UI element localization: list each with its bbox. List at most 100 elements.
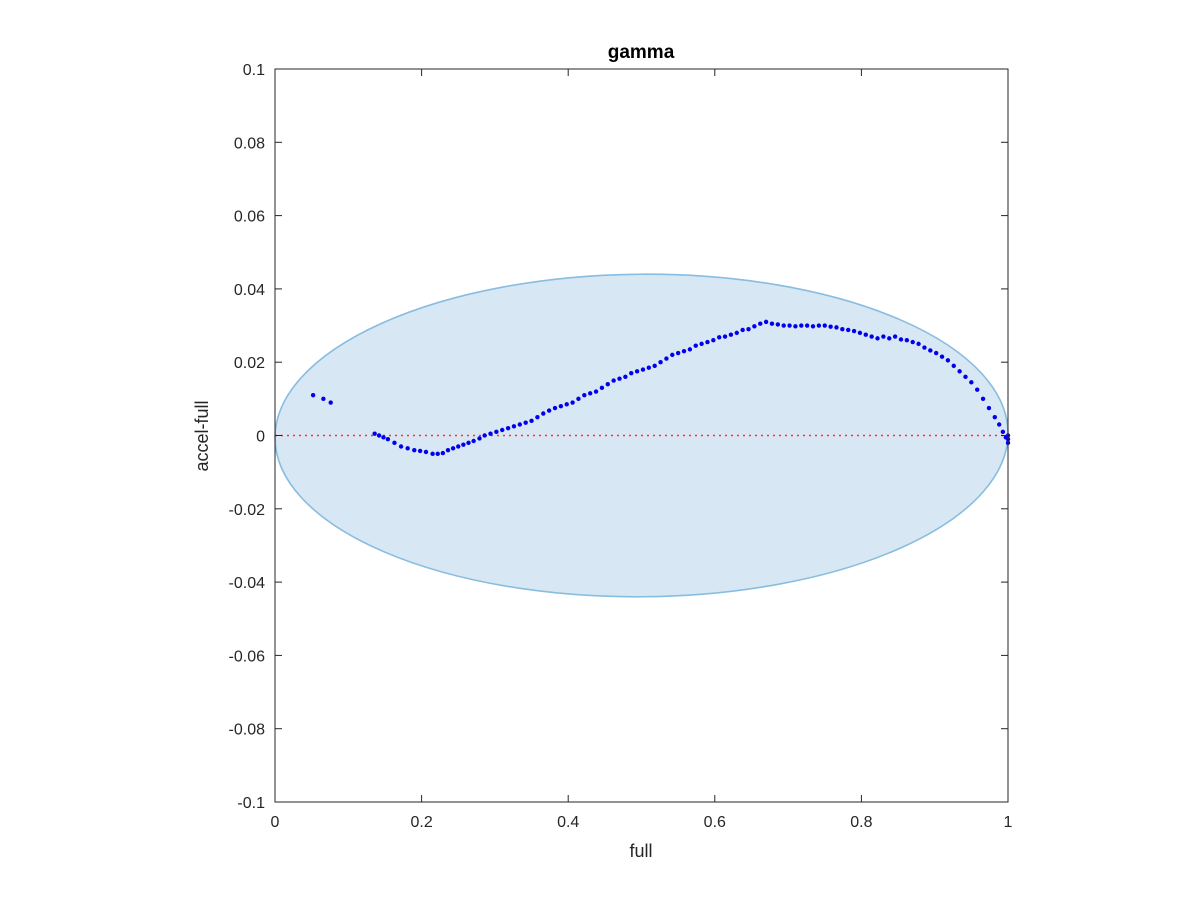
- y-tick-label: -0.02: [229, 502, 266, 519]
- data-point: [623, 374, 628, 380]
- data-point: [587, 391, 593, 396]
- data-point: [857, 330, 863, 336]
- data-point: [834, 325, 839, 330]
- data-point: [863, 332, 868, 337]
- data-point: [617, 376, 622, 381]
- data-point: [928, 348, 933, 353]
- y-tick-label: 0.08: [234, 135, 265, 152]
- data-point: [1000, 429, 1006, 435]
- data-point: [634, 369, 640, 374]
- data-point: [541, 411, 546, 416]
- data-point: [997, 422, 1002, 427]
- y-tick-label: 0.04: [234, 282, 265, 299]
- data-point: [517, 422, 523, 427]
- data-point: [412, 447, 417, 453]
- data-point: [477, 436, 482, 441]
- data-point: [969, 380, 974, 385]
- data-point: [716, 335, 722, 340]
- data-point: [951, 363, 956, 369]
- data-point: [787, 323, 792, 328]
- data-point: [471, 438, 476, 444]
- axes: 0 0.2 0.4 0.6 0.8 1 -0.1 -0.08 -0.06 -0.04 -0.02 0 0…: [229, 62, 1013, 831]
- x-tick-label: 1: [1004, 814, 1013, 831]
- data-point: [799, 323, 804, 328]
- data-point: [693, 343, 698, 348]
- data-point: [933, 350, 939, 356]
- data-point: [681, 349, 687, 354]
- data-point: [466, 440, 471, 446]
- data-point: [675, 350, 681, 356]
- data-point: [456, 444, 461, 449]
- data-point: [652, 363, 657, 369]
- data-point: [705, 339, 710, 345]
- data-point: [605, 381, 610, 387]
- data-point: [740, 327, 745, 333]
- data-point: [558, 403, 564, 409]
- data-point: [910, 339, 915, 345]
- data-point: [728, 332, 734, 337]
- data-point: [722, 334, 728, 339]
- data-point: [810, 324, 816, 329]
- data-point: [423, 449, 429, 455]
- x-tick-label: 0.6: [704, 814, 726, 831]
- data-point: [775, 322, 781, 327]
- data-point: [576, 396, 581, 402]
- y-tick-label: -0.1: [237, 795, 265, 812]
- data-point: [523, 420, 528, 425]
- y-tick-label: -0.04: [229, 575, 266, 592]
- y-tick-label: 0: [256, 429, 265, 446]
- data-point: [898, 337, 904, 342]
- data-point: [734, 330, 739, 336]
- data-point: [781, 323, 786, 328]
- data-point: [992, 414, 998, 420]
- data-point: [711, 338, 716, 343]
- x-tick-label: 0.8: [850, 814, 872, 831]
- data-point: [328, 400, 333, 405]
- data-point: [793, 324, 798, 329]
- data-point: [321, 396, 326, 402]
- x-tick-label: 0.4: [557, 814, 579, 831]
- data-point: [945, 358, 951, 363]
- data-point: [828, 324, 833, 329]
- y-tick-label: -0.06: [229, 648, 266, 665]
- y-tick-label: 0.1: [243, 62, 265, 79]
- data-point: [392, 440, 397, 446]
- data-point: [846, 327, 851, 333]
- data-point: [611, 378, 616, 383]
- data-point: [758, 321, 763, 326]
- data-point: [664, 356, 669, 361]
- data-point: [975, 387, 980, 392]
- data-point: [376, 433, 382, 438]
- data-point: [482, 433, 487, 438]
- data-point: [381, 435, 386, 440]
- data-point: [658, 360, 663, 365]
- data-point: [385, 436, 391, 442]
- data-point: [892, 334, 898, 339]
- data-point: [939, 354, 945, 359]
- data-point: [904, 338, 910, 343]
- data-point: [310, 392, 316, 398]
- data-point: [488, 431, 493, 436]
- y-axis-label: accel-full: [192, 400, 212, 471]
- data-point: [500, 427, 505, 433]
- y-tick-label: 0.06: [234, 209, 265, 226]
- data-point: [629, 370, 634, 376]
- data-point: [552, 405, 558, 411]
- data-point: [881, 334, 886, 339]
- data-point: [851, 328, 857, 334]
- data-point: [450, 446, 456, 451]
- data-points-layer: [310, 319, 1011, 457]
- data-point: [646, 365, 652, 370]
- data-point: [916, 341, 921, 347]
- data-point: [986, 405, 992, 411]
- data-point: [405, 446, 410, 451]
- chart-title: gamma: [608, 42, 675, 63]
- data-point: [769, 321, 775, 326]
- data-point: [570, 400, 575, 405]
- x-tick-label: 0.2: [410, 814, 432, 831]
- data-point: [529, 418, 534, 424]
- data-point: [922, 345, 927, 350]
- data-point: [840, 327, 845, 332]
- data-point: [398, 444, 404, 449]
